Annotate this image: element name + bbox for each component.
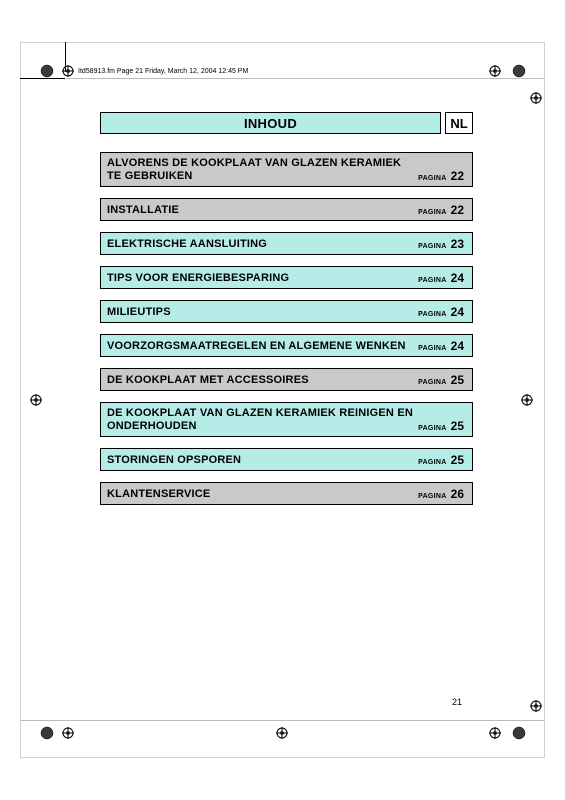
- toc-row: DE KOOKPLAAT MET ACCESSOIRESPAGINA 25: [100, 368, 473, 391]
- toc-page-number: 22: [451, 169, 464, 183]
- toc-page-number: 25: [451, 419, 464, 433]
- registration-mark-icon: [530, 700, 542, 712]
- toc-row: ELEKTRISCHE AANSLUITINGPAGINA 23: [100, 232, 473, 255]
- toc-page-label: PAGINA: [418, 277, 447, 285]
- toc-row: MILIEUTIPSPAGINA 24: [100, 300, 473, 323]
- toc-title: VOORZORGSMAATREGELEN EN ALGEMENE WENKEN: [107, 340, 418, 353]
- toc-page-label: PAGINA: [418, 345, 447, 353]
- toc-page-label: PAGINA: [418, 209, 447, 217]
- toc-title: ELEKTRISCHE AANSLUITING: [107, 238, 418, 251]
- toc-row: TIPS VOOR ENERGIEBESPARINGPAGINA 24: [100, 266, 473, 289]
- toc-title: TIPS VOOR ENERGIEBESPARING: [107, 272, 418, 285]
- registration-mark-icon: [489, 727, 501, 739]
- toc-row: INSTALLATIEPAGINA 22: [100, 198, 473, 221]
- registration-mark-icon: [62, 65, 74, 77]
- toc-page-number: 25: [451, 453, 464, 467]
- toc-page-number: 24: [451, 271, 464, 285]
- toc-page-label: PAGINA: [418, 243, 447, 251]
- toc-page-number: 26: [451, 487, 464, 501]
- registration-mark-icon: [30, 394, 42, 406]
- registration-mark-icon: [276, 727, 288, 739]
- header-title: INHOUD: [100, 112, 441, 134]
- header-lang: NL: [445, 112, 473, 134]
- running-head: Itd58913.fm Page 21 Friday, March 12, 20…: [78, 68, 248, 75]
- toc-row: VOORZORGSMAATREGELEN EN ALGEMENE WENKENP…: [100, 334, 473, 357]
- registration-mark-icon: [512, 726, 526, 740]
- registration-mark-icon: [521, 394, 533, 406]
- registration-mark-icon: [512, 64, 526, 78]
- toc-title: MILIEUTIPS: [107, 306, 418, 319]
- registration-mark-icon: [40, 64, 54, 78]
- toc-page-label: PAGINA: [418, 175, 447, 183]
- toc-page-number: 22: [451, 203, 464, 217]
- registration-mark-icon: [40, 726, 54, 740]
- toc-page-number: 24: [451, 339, 464, 353]
- crop-line: [66, 78, 544, 79]
- toc-page-number: 25: [451, 373, 464, 387]
- toc-row: STORINGEN OPSPORENPAGINA 25: [100, 448, 473, 471]
- toc-row: DE KOOKPLAAT VAN GLAZEN KERAMIEK REINIGE…: [100, 402, 473, 437]
- toc-title: DE KOOKPLAAT MET ACCESSOIRES: [107, 374, 418, 387]
- toc-title: DE KOOKPLAAT VAN GLAZEN KERAMIEK REINIGE…: [107, 407, 418, 433]
- footer-page-number: 21: [452, 697, 462, 707]
- toc-title: ALVORENS DE KOOKPLAAT VAN GLAZEN KERAMIE…: [107, 157, 418, 183]
- registration-mark-icon: [489, 65, 501, 77]
- toc-title: INSTALLATIE: [107, 204, 418, 217]
- toc-page-number: 24: [451, 305, 464, 319]
- header-row: INHOUD NL: [100, 112, 473, 134]
- toc-page-label: PAGINA: [418, 379, 447, 387]
- toc-title: KLANTENSERVICE: [107, 488, 418, 501]
- toc-row: ALVORENS DE KOOKPLAAT VAN GLAZEN KERAMIE…: [100, 152, 473, 187]
- crop-line: [20, 78, 65, 79]
- toc-page-label: PAGINA: [418, 493, 447, 501]
- content-area: INHOUD NL ALVORENS DE KOOKPLAAT VAN GLAZ…: [100, 112, 473, 516]
- toc-page-label: PAGINA: [418, 459, 447, 467]
- crop-line: [20, 720, 545, 721]
- toc-page-label: PAGINA: [418, 311, 447, 319]
- toc-title: STORINGEN OPSPOREN: [107, 454, 418, 467]
- toc-page-number: 23: [451, 237, 464, 251]
- toc-page-label: PAGINA: [418, 425, 447, 433]
- registration-mark-icon: [530, 92, 542, 104]
- registration-mark-icon: [62, 727, 74, 739]
- toc-row: KLANTENSERVICEPAGINA 26: [100, 482, 473, 505]
